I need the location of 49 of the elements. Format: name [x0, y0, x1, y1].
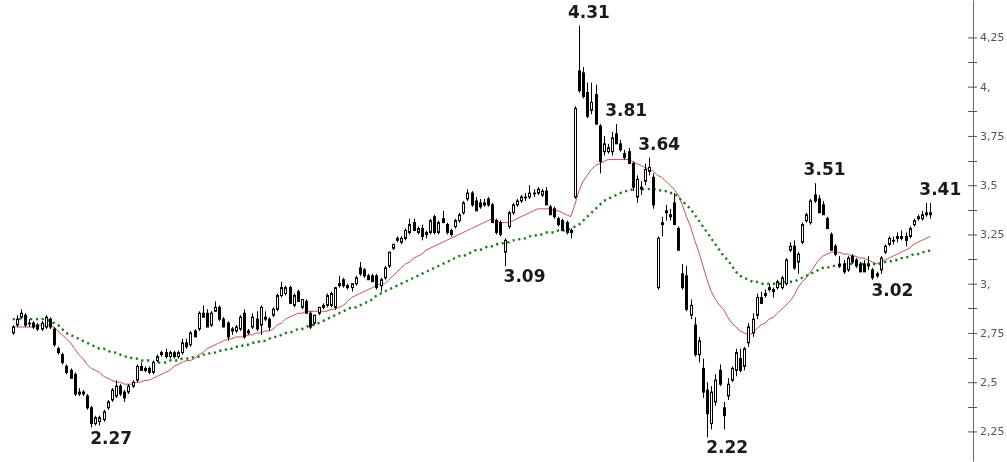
annotation: 2.27: [90, 427, 133, 448]
candlestick: [801, 222, 804, 245]
candlestick: [752, 312, 755, 338]
annotation: 4.31: [567, 1, 610, 22]
y-tick-label: 4,: [980, 80, 991, 94]
y-tick-label: 3,75: [980, 129, 1005, 143]
candlestick: [611, 131, 614, 157]
candlestick: [747, 322, 750, 348]
y-tick-label: 3,25: [980, 228, 1005, 242]
y-tick-label: 2,75: [980, 326, 1005, 340]
annotation: 3.09: [503, 265, 546, 286]
candlestick: [243, 308, 246, 340]
candlestick: [743, 346, 746, 371]
annotation: 3.41: [919, 178, 962, 199]
annotation: 3.02: [871, 279, 914, 300]
candlestick: [644, 163, 647, 186]
candlestick: [433, 214, 436, 235]
candlestick: [727, 377, 730, 401]
y-tick-label: 3,5: [980, 179, 998, 193]
candlestick: [723, 401, 726, 430]
candlestick: [334, 287, 337, 310]
candlestick: [690, 298, 693, 320]
candlestick: [227, 320, 230, 342]
candlestick: [677, 226, 680, 251]
candlestick: [74, 371, 77, 397]
annotation: 2.22: [706, 437, 749, 458]
candlestick: [53, 326, 56, 348]
y-tick-label: 4,25: [980, 31, 1005, 45]
annotation: 3.81: [605, 100, 648, 121]
candlestick: [661, 216, 664, 237]
candlestick: [793, 239, 796, 271]
annotation: 3.64: [638, 133, 681, 154]
candlestick: [735, 348, 738, 377]
candlestick: [256, 310, 259, 332]
candlestick: [673, 192, 676, 226]
candlestick: [739, 348, 742, 373]
candlestick: [719, 363, 722, 387]
candlestick: [756, 293, 759, 320]
candlestick: [809, 198, 812, 226]
y-tick-label: 3,: [980, 277, 991, 291]
y-tick-label: 2,5: [980, 376, 998, 390]
candlestick: [578, 25, 581, 94]
candlestick: [260, 304, 263, 336]
candlestick: [504, 237, 507, 267]
y-tick-label: 2,25: [980, 425, 1005, 439]
candlestick: [785, 257, 788, 287]
candlestick: [590, 82, 593, 115]
annotation: 3.51: [803, 159, 846, 180]
candlestick: [198, 310, 201, 332]
